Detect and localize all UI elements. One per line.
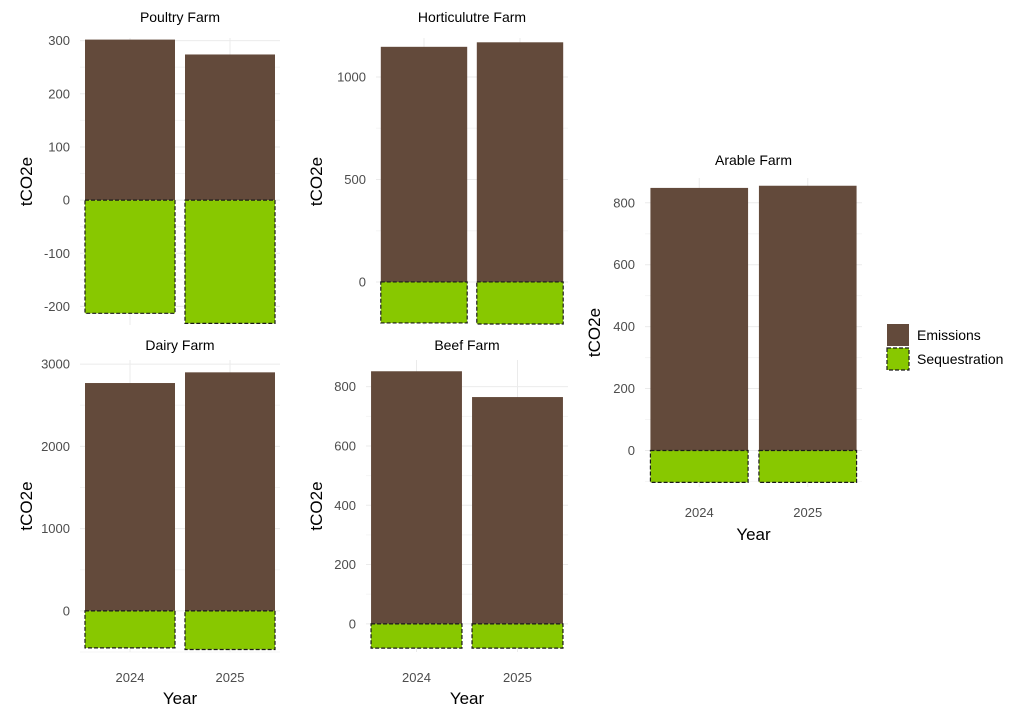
legend-label-emissions: Emissions (917, 327, 981, 343)
panel-title: Arable Farm (715, 152, 792, 168)
panel-title: Horticulutre Farm (418, 9, 526, 25)
y-tick-label: 200 (613, 381, 635, 396)
y-tick-label: 0 (359, 274, 366, 289)
x-tick-label: 2024 (402, 670, 431, 685)
bar-emissions-2024 (371, 371, 462, 624)
y-tick-label: 600 (334, 438, 356, 453)
y-tick-label: -200 (44, 299, 70, 314)
y-tick-label: 1000 (41, 521, 70, 536)
x-tick-label: 2025 (503, 670, 532, 685)
y-tick-label: 100 (48, 139, 70, 154)
y-axis-label: tCO2e (585, 308, 604, 357)
x-axis-label: Year (450, 689, 485, 708)
bar-sequestration-2024 (649, 449, 749, 483)
bar-sequestration-2024 (370, 623, 463, 649)
panel-arable-farm: 0 200 400 600 800 2024 2025 Arable Farm tCO2e Yea… (585, 152, 862, 544)
y-tick-label: 1000 (337, 69, 366, 84)
y-tick-label: 200 (334, 557, 356, 572)
y-tick-label: 800 (334, 379, 356, 394)
panel-title: Beef Farm (434, 337, 499, 353)
bar-emissions-2025 (758, 185, 857, 451)
bar-emissions-2024 (380, 46, 468, 282)
y-tick-label: 0 (63, 603, 70, 618)
legend-key-sequestration (886, 347, 910, 371)
panel-title: Poultry Farm (140, 9, 220, 25)
y-tick-label: 0 (63, 193, 70, 208)
y-tick-label: 200 (48, 86, 70, 101)
x-tick-label: 2024 (116, 670, 145, 685)
y-tick-label: 3000 (41, 357, 70, 372)
y-tick-label: -100 (44, 246, 70, 261)
bar-sequestration-2024 (380, 281, 468, 324)
bar-sequestration-2025 (476, 281, 564, 325)
y-axis-label: tCO2e (307, 481, 326, 530)
y-tick-label: 300 (48, 33, 70, 48)
panel-horticulutre-farm: 0 500 1000 Horticulutre Farm tCO2e (307, 9, 568, 325)
x-axis-label: Year (163, 689, 198, 708)
bar-sequestration-2025 (184, 199, 276, 325)
panel-title: Dairy Farm (145, 337, 214, 353)
x-axis-label: Year (736, 525, 771, 544)
bar-emissions-2024 (85, 383, 175, 611)
bar-emissions-2025 (476, 42, 564, 282)
y-axis-label: tCO2e (17, 481, 36, 530)
bar-emissions-2025 (185, 372, 275, 611)
legend-key-emissions (887, 324, 909, 346)
y-tick-label: 2000 (41, 439, 70, 454)
x-tick-label: 2024 (685, 505, 714, 520)
y-tick-label: 0 (628, 443, 635, 458)
panel-poultry-farm: -200 -100 0 100 200 300 Poultry Farm tCO2e (17, 9, 280, 325)
y-axis-label: tCO2e (17, 157, 36, 206)
bar-emissions-2025 (185, 54, 275, 201)
bar-sequestration-2025 (471, 623, 564, 649)
bar-sequestration-2025 (758, 449, 858, 483)
y-axis-label: tCO2e (307, 157, 326, 206)
bar-emissions-2024 (85, 39, 175, 201)
bar-emissions-2024 (650, 187, 749, 451)
legend-label-sequestration: Sequestration (917, 351, 1003, 367)
x-tick-label: 2025 (216, 670, 245, 685)
bar-sequestration-2024 (84, 199, 176, 314)
panel-beef-farm: 0 200 400 600 800 2024 2025 Beef Farm tCO2e Year (307, 337, 568, 708)
bar-sequestration-2024 (84, 610, 176, 649)
y-tick-label: 400 (613, 319, 635, 334)
bar-sequestration-2025 (184, 610, 276, 651)
bar-emissions-2025 (472, 397, 563, 624)
y-tick-label: 400 (334, 498, 356, 513)
y-tick-label: 600 (613, 257, 635, 272)
y-tick-label: 500 (344, 172, 366, 187)
legend: Emissions Sequestration (886, 324, 1003, 371)
x-tick-label: 2025 (793, 505, 822, 520)
y-tick-label: 800 (613, 195, 635, 210)
panel-dairy-farm: 0 1000 2000 3000 2024 2025 Dairy Farm tCO2e Year (17, 337, 280, 708)
y-tick-label: 0 (349, 616, 356, 631)
